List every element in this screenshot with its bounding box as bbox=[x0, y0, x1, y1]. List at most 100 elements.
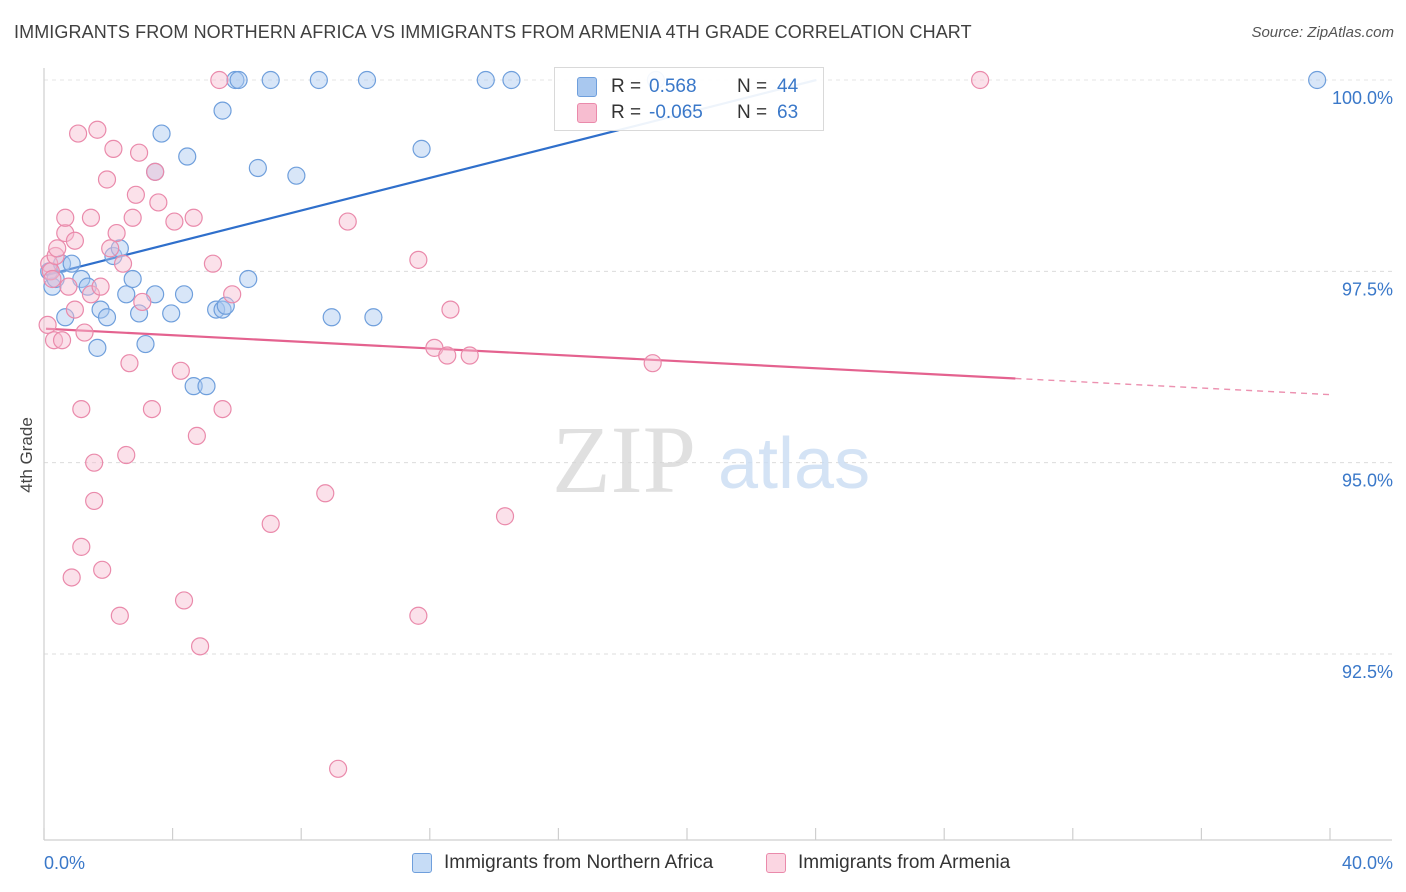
point-armenia bbox=[142, 399, 162, 419]
point-armenia bbox=[210, 70, 229, 90]
series-legend: Immigrants from Northern Africa Immigran… bbox=[0, 852, 1406, 878]
point-armenia bbox=[65, 300, 84, 319]
axes bbox=[43, 68, 1392, 841]
legend-r-value: 0.568 bbox=[649, 76, 697, 97]
point-northern-africa bbox=[213, 101, 232, 120]
point-northern-africa bbox=[117, 285, 136, 304]
point-armenia bbox=[72, 537, 91, 556]
point-northern-africa bbox=[207, 300, 226, 319]
point-northern-africa bbox=[476, 70, 495, 90]
y-tick-label: 92.5% bbox=[1342, 662, 1393, 682]
legend-swatch-armenia bbox=[766, 853, 786, 873]
point-armenia bbox=[223, 285, 242, 304]
point-armenia bbox=[104, 139, 123, 158]
point-armenia bbox=[438, 346, 457, 365]
legend-swatch-armenia bbox=[577, 103, 597, 123]
point-armenia bbox=[72, 399, 91, 419]
point-armenia bbox=[46, 246, 65, 266]
point-armenia bbox=[52, 331, 72, 350]
legend-item-armenia: Immigrants from Armenia bbox=[766, 852, 1010, 874]
point-northern-africa bbox=[197, 377, 216, 396]
point-northern-africa bbox=[110, 239, 129, 258]
point-armenia bbox=[123, 208, 142, 227]
point-armenia bbox=[101, 239, 120, 258]
stats-legend: R = 0.568 N = 44 R = -0.065 N = 63 bbox=[554, 67, 824, 131]
point-armenia bbox=[971, 70, 990, 90]
point-northern-africa bbox=[216, 296, 235, 315]
point-armenia bbox=[129, 143, 149, 162]
point-armenia bbox=[113, 254, 133, 273]
point-northern-africa bbox=[88, 338, 107, 357]
point-northern-africa bbox=[123, 269, 142, 289]
point-armenia bbox=[110, 606, 129, 625]
point-northern-africa bbox=[357, 70, 377, 90]
point-northern-africa bbox=[287, 166, 306, 185]
point-northern-africa bbox=[239, 269, 258, 289]
point-armenia bbox=[146, 162, 165, 181]
legend-row-northern-africa: R = 0.568 N = 44 bbox=[577, 75, 798, 99]
tick-labels: 100.0% 97.5% 95.0% 92.5% 0.0% 40.0% bbox=[44, 88, 1393, 873]
point-northern-africa bbox=[174, 285, 194, 304]
point-armenia bbox=[643, 354, 662, 373]
point-northern-africa bbox=[364, 308, 383, 327]
point-armenia bbox=[190, 637, 210, 656]
point-armenia bbox=[460, 346, 479, 365]
point-armenia bbox=[495, 507, 515, 526]
legend-n-value: 44 bbox=[777, 76, 799, 97]
point-armenia bbox=[75, 323, 94, 342]
point-northern-africa bbox=[248, 158, 267, 178]
y-tick-label: 97.5% bbox=[1342, 279, 1393, 299]
point-northern-africa bbox=[62, 254, 81, 273]
legend-r-label: R = bbox=[611, 102, 642, 123]
point-northern-africa bbox=[309, 70, 328, 90]
point-armenia bbox=[126, 185, 145, 204]
point-armenia bbox=[133, 292, 152, 312]
point-northern-africa bbox=[322, 308, 341, 327]
point-armenia bbox=[316, 484, 335, 503]
point-northern-africa bbox=[162, 304, 181, 323]
legend-label-northern-africa: Immigrants from Northern Africa bbox=[444, 852, 714, 873]
point-armenia bbox=[43, 269, 62, 289]
point-armenia bbox=[88, 120, 107, 139]
point-armenia bbox=[165, 212, 184, 231]
point-armenia bbox=[107, 223, 126, 243]
trend-line-extension bbox=[1015, 377, 1331, 396]
point-armenia bbox=[261, 514, 280, 533]
point-armenia bbox=[38, 315, 57, 335]
point-armenia bbox=[117, 445, 136, 465]
y-tick-label: 95.0% bbox=[1342, 471, 1393, 491]
trend-line bbox=[45, 327, 1016, 380]
legend-r-value: -0.065 bbox=[649, 102, 703, 123]
point-armenia bbox=[120, 354, 139, 373]
point-armenia bbox=[149, 193, 168, 212]
watermark-zip: ZIP bbox=[552, 406, 696, 513]
point-armenia bbox=[329, 759, 348, 778]
data-points bbox=[38, 70, 1327, 778]
point-armenia bbox=[338, 212, 357, 231]
point-northern-africa bbox=[129, 304, 149, 323]
point-armenia bbox=[85, 453, 104, 472]
legend-label-armenia: Immigrants from Armenia bbox=[798, 852, 1011, 873]
point-armenia bbox=[441, 300, 460, 319]
point-northern-africa bbox=[229, 70, 248, 90]
y-tick-label: 100.0% bbox=[1332, 88, 1393, 108]
watermark-atlas: atlas bbox=[718, 424, 870, 504]
point-armenia bbox=[91, 277, 110, 296]
point-armenia bbox=[409, 606, 428, 625]
point-armenia bbox=[65, 231, 84, 250]
point-armenia bbox=[56, 223, 75, 243]
point-northern-africa bbox=[178, 147, 197, 166]
point-armenia bbox=[187, 426, 206, 445]
point-armenia bbox=[174, 591, 194, 610]
legend-item-northern-africa: Immigrants from Northern Africa bbox=[412, 852, 713, 874]
point-armenia bbox=[93, 560, 112, 579]
legend-r-label: R = bbox=[611, 76, 642, 97]
point-armenia bbox=[81, 208, 101, 227]
point-armenia bbox=[59, 277, 78, 296]
point-northern-africa bbox=[502, 70, 521, 90]
point-armenia bbox=[81, 285, 101, 304]
legend-n-label: N = bbox=[737, 76, 768, 97]
chart-title: IMMIGRANTS FROM NORTHERN AFRICA VS IMMIG… bbox=[14, 22, 972, 42]
point-northern-africa bbox=[152, 124, 171, 143]
point-armenia bbox=[48, 239, 67, 258]
